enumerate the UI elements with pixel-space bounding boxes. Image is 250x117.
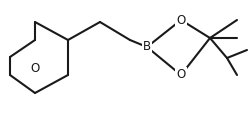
Text: O: O: [176, 68, 186, 82]
Text: O: O: [30, 62, 40, 75]
Text: O: O: [176, 13, 186, 26]
Text: B: B: [143, 40, 151, 53]
